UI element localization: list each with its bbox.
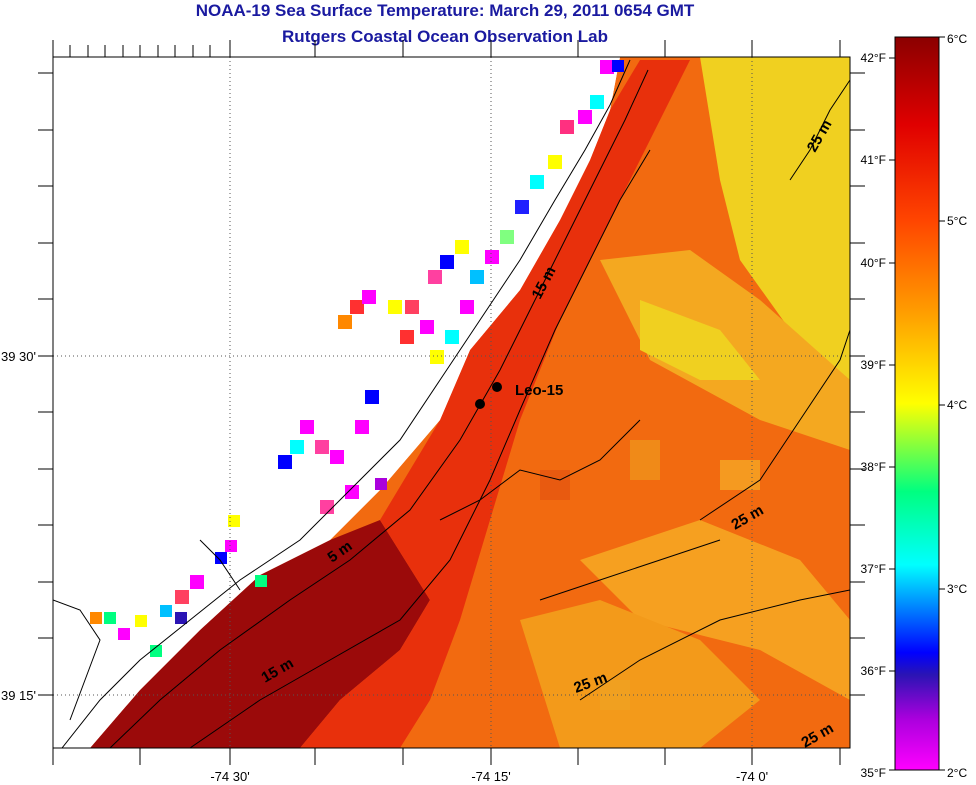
colorbar-c-label: 5°C xyxy=(947,214,967,228)
contour-lines xyxy=(53,59,850,748)
colorbar-f-label: 35°F xyxy=(861,766,886,780)
lon-label: -74 15' xyxy=(471,769,510,784)
leo-15-node-b xyxy=(475,399,485,409)
colorbar-f-label: 42°F xyxy=(861,51,886,65)
colorbar-f-label: 37°F xyxy=(861,562,886,576)
map-subtitle: Rutgers Coastal Ocean Observation Lab xyxy=(282,27,608,46)
station-label: Leo-15 xyxy=(515,382,563,399)
colorbar xyxy=(894,36,940,771)
map-frame xyxy=(52,56,851,749)
colorbar-c-label: 2°C xyxy=(947,766,967,780)
lon-label: -74 0' xyxy=(736,769,768,784)
colorbar-c-label: 6°C xyxy=(947,32,967,46)
colorbar-f-label: 38°F xyxy=(861,460,886,474)
map-title: NOAA-19 Sea Surface Temperature: March 2… xyxy=(195,1,695,20)
colorbar-c-label: 4°C xyxy=(947,398,967,412)
lon-label: -74 30' xyxy=(210,769,249,784)
graticule xyxy=(53,57,850,748)
leo-15-node-a xyxy=(492,382,502,392)
colorbar-f-label: 39°F xyxy=(861,358,886,372)
sst-field xyxy=(53,57,850,748)
colorbar-f-label: 41°F xyxy=(861,153,886,167)
axis-ticks xyxy=(38,40,865,765)
colorbar-f-label: 36°F xyxy=(861,664,886,678)
bay-pixels xyxy=(90,60,624,657)
colorbar-f-label: 40°F xyxy=(861,256,886,270)
colorbar-ticks xyxy=(889,36,945,771)
lat-label: 39 30' xyxy=(1,349,36,364)
colorbar-c-label: 3°C xyxy=(947,582,967,596)
lat-label: 39 15' xyxy=(1,688,36,703)
